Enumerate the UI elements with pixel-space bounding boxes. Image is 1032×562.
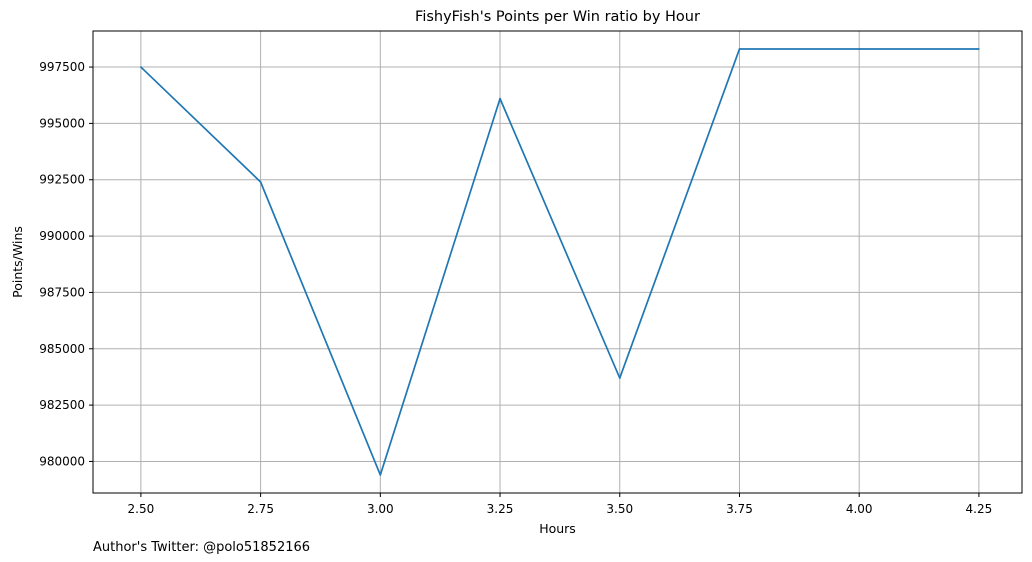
y-axis-label: Points/Wins [10,226,25,298]
x-tick-label: 4.25 [966,502,993,516]
x-tick-label: 2.50 [128,502,155,516]
y-gridlines [93,66,1022,462]
y-axis-ticks: 980000 982500 985000 987500 990000 992500 9950… [39,60,93,468]
data-point [259,181,262,183]
y-tick-label: 995000 [39,116,85,130]
data-point [618,377,621,379]
x-tick-label: 3.25 [487,502,514,516]
series-line [140,48,979,476]
data-point [978,48,980,50]
plot-area [92,30,1023,494]
data-point [379,474,382,476]
y-tick-label: 987500 [39,285,85,299]
series-layer [140,48,980,476]
x-axis-label: Hours [539,521,576,536]
data-point [140,66,142,68]
y-tick-label: 980000 [39,454,85,468]
x-tick-label: 3.75 [726,502,753,516]
data-point [858,48,860,50]
x-axis-ticks: 2.50 2.75 3.00 3.25 3.50 3.75 4.00 4.25 [128,493,993,516]
data-point [499,97,501,100]
data-point [738,48,741,50]
y-tick-label: 997500 [39,60,85,74]
x-gridlines [140,31,980,493]
x-tick-label: 4.00 [846,502,873,516]
y-tick-label: 985000 [39,342,85,356]
y-tick-label: 992500 [39,173,85,187]
x-tick-label: 2.75 [247,502,274,516]
author-credit: Author's Twitter: @polo51852166 [93,540,310,555]
y-tick-label: 990000 [39,229,85,243]
y-tick-label: 982500 [39,398,85,412]
x-tick-label: 3.50 [606,502,633,516]
chart-title: FishyFish's Points per Win ratio by Hour [415,9,700,25]
x-tick-label: 3.00 [367,502,394,516]
